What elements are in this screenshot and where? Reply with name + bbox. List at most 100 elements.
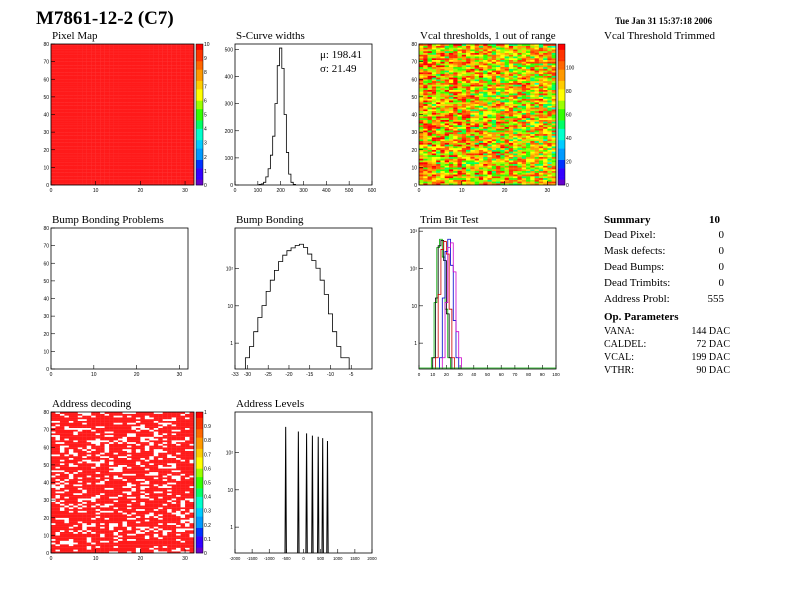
heatmap-cell <box>466 153 471 156</box>
heatmap-cell <box>126 100 132 103</box>
heatmap-cell <box>423 116 428 119</box>
heatmap-cell <box>478 160 484 163</box>
heatmap-cell <box>55 70 61 73</box>
heatmap-cell <box>51 165 56 168</box>
heatmap-cell <box>491 137 497 140</box>
heatmap-cell <box>176 109 181 112</box>
heatmap-cell <box>444 110 450 113</box>
heatmap-cell <box>453 112 458 115</box>
heatmap-cell <box>135 89 141 92</box>
heatmap-cell <box>534 58 540 61</box>
heatmap-cell <box>534 128 540 131</box>
heatmap-cell <box>461 110 467 113</box>
heatmap-cell <box>491 125 497 127</box>
heatmap-cell <box>526 95 531 98</box>
heatmap-cell <box>140 137 145 140</box>
heatmap-cell <box>483 137 488 140</box>
heatmap-cell <box>59 126 65 129</box>
heatmap-cell <box>526 169 531 172</box>
heatmap-cell <box>530 49 535 52</box>
heatmap-cell <box>500 59 505 62</box>
heatmap-cell <box>82 137 87 140</box>
heatmap-cell <box>530 155 535 157</box>
heatmap-cell <box>140 121 145 124</box>
heatmap-cell <box>113 112 119 115</box>
heatmap-cell <box>457 176 462 179</box>
heatmap-cell <box>95 51 101 53</box>
heatmap-cell <box>131 174 137 177</box>
heatmap-cell <box>144 93 150 96</box>
heatmap-cell <box>457 95 462 98</box>
heatmap-cell <box>171 160 177 163</box>
heatmap-cell <box>185 137 190 140</box>
heatmap-cell <box>122 121 128 124</box>
heatmap-cell <box>474 177 480 180</box>
heatmap-cell <box>504 93 510 96</box>
heatmap-cell <box>86 135 92 138</box>
heatmap-cell <box>95 181 101 184</box>
heatmap-cell <box>423 137 428 140</box>
heatmap-cell <box>64 169 70 172</box>
heatmap-cell <box>500 110 505 113</box>
heatmap-cell <box>158 183 163 186</box>
heatmap-cell <box>149 156 154 159</box>
heatmap-cell <box>113 142 119 145</box>
heatmap-cell <box>431 79 437 82</box>
heatmap-cell <box>513 73 518 76</box>
heatmap-cell <box>508 79 514 82</box>
heatmap-cell <box>167 54 172 57</box>
x-tick-label: 600 <box>368 188 377 194</box>
heatmap-cell <box>448 65 454 68</box>
heatmap-cell <box>68 45 74 48</box>
heatmap-cell <box>534 174 540 177</box>
heatmap-cell <box>500 107 505 110</box>
heatmap-cell <box>508 165 514 168</box>
heatmap-cell <box>95 114 101 117</box>
heatmap-cell <box>158 156 163 159</box>
heatmap-cell <box>77 139 83 142</box>
heatmap-cell <box>444 68 450 71</box>
heatmap-cell <box>500 65 505 68</box>
heatmap-cell <box>436 81 441 83</box>
heatmap-cell <box>104 153 110 156</box>
heatmap-cell <box>457 93 462 96</box>
heatmap-cell <box>95 89 101 92</box>
heatmap-cell <box>113 132 119 135</box>
heatmap-cell <box>436 110 441 113</box>
heatmap-cell <box>68 119 74 122</box>
heatmap-cell <box>51 54 56 57</box>
heatmap-cell <box>466 52 471 55</box>
heatmap-cell <box>431 158 437 161</box>
heatmap-cell <box>448 68 454 71</box>
heatmap-cell <box>474 149 480 152</box>
heatmap-cell <box>86 44 92 46</box>
heatmap-cell <box>496 93 501 96</box>
heatmap-cell <box>457 135 462 138</box>
heatmap-cell <box>474 51 480 53</box>
heatmap-cell <box>144 59 150 62</box>
heatmap-cell <box>126 73 132 76</box>
heatmap-cell <box>431 149 437 152</box>
heatmap-cell <box>538 153 544 156</box>
heatmap-cell <box>457 84 462 87</box>
heatmap-cell <box>104 121 110 124</box>
heatmap-cell <box>135 128 141 131</box>
heatmap-cell <box>538 142 544 145</box>
heatmap-cell <box>144 147 150 150</box>
heatmap-cell <box>466 82 471 85</box>
heatmap-cell <box>162 77 168 80</box>
heatmap-cell <box>122 49 128 52</box>
heatmap-cell <box>55 177 61 180</box>
heatmap-cell <box>448 105 454 108</box>
heatmap-cell <box>140 88 145 90</box>
heatmap-cell <box>122 103 128 106</box>
heatmap-cell <box>140 158 145 161</box>
heatmap-cell <box>126 65 132 68</box>
heatmap-cell <box>419 72 424 75</box>
heatmap-cell <box>521 51 527 53</box>
heatmap-cell <box>526 144 531 147</box>
heatmap-cell <box>144 183 150 186</box>
heatmap-cell <box>59 58 65 61</box>
heatmap-cell <box>478 147 484 150</box>
heatmap-cell <box>526 181 531 184</box>
